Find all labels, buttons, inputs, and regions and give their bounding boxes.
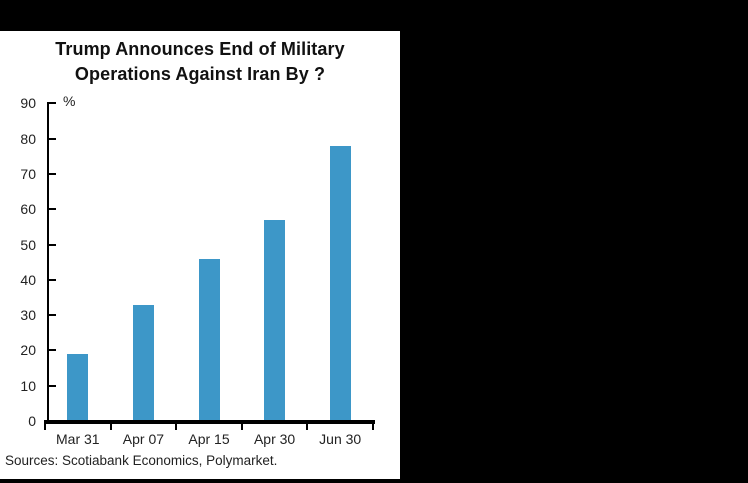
y-axis-tick-label: 70 [20,165,36,182]
bar-jun-30 [329,145,351,421]
y-axis-tick-label: 0 [28,413,36,429]
chart-title: Trump Announces End of Military Operatio… [0,37,400,87]
y-axis-tick-mark [49,243,56,246]
y-axis-tick-label: 90 [20,95,36,112]
y-axis-unit-label: % [63,93,76,109]
x-axis-tick-mark [109,424,112,430]
y-axis-tick-label: 60 [20,201,36,218]
y-axis-tick-mark [49,208,56,211]
x-axis-tick-label: Mar 31 [56,431,100,447]
plot-area: 0 10 20 30 40 50 60 70 80 90 Mar 31 Apr 07 Apr 15 Apr… [0,31,400,479]
x-axis-tick-label: Jun 30 [319,431,362,447]
y-axis-tick-label: 30 [20,307,36,324]
y-axis-tick-mark [49,172,56,175]
bar-mar-31 [67,353,89,421]
x-axis-line [44,420,375,424]
y-axis-tick-mark [49,314,56,317]
y-axis-tick-label: 20 [20,342,36,359]
y-axis-tick-label: 50 [20,236,36,253]
x-axis-tick-label: Apr 15 [188,431,230,447]
chart-title-line2: Operations Against Iran By ? [74,64,326,84]
source-note: Sources: Scotiabank Economics, Polymarke… [5,453,278,468]
x-axis-tick-label: Apr 07 [122,431,165,447]
y-axis-tick-mark [49,278,56,281]
x-axis-tick-mark [372,424,374,430]
x-axis-tick-mark [240,424,243,430]
x-axis-tick-mark [306,424,309,430]
chart-panel: Trump Announces End of Military Operatio… [0,31,400,479]
y-axis-tick-mark [49,102,56,105]
y-axis-tick-label: 10 [20,377,36,394]
y-axis-tick-mark [49,137,56,140]
y-axis-line [47,102,49,423]
x-axis-tick-mark [175,424,178,430]
chart-title-line1: Trump Announces End of Military [55,39,345,59]
bar-apr-07 [132,304,154,421]
y-axis-tick-label: 80 [20,130,36,147]
y-axis-tick-mark [49,384,56,387]
bar-apr-15 [198,258,220,421]
x-axis-tick-mark [44,424,46,430]
x-axis-tick-label: Apr 30 [253,431,296,447]
y-axis-tick-label: 40 [20,271,36,288]
y-axis-tick-mark [49,349,56,352]
bar-apr-30 [264,219,286,421]
